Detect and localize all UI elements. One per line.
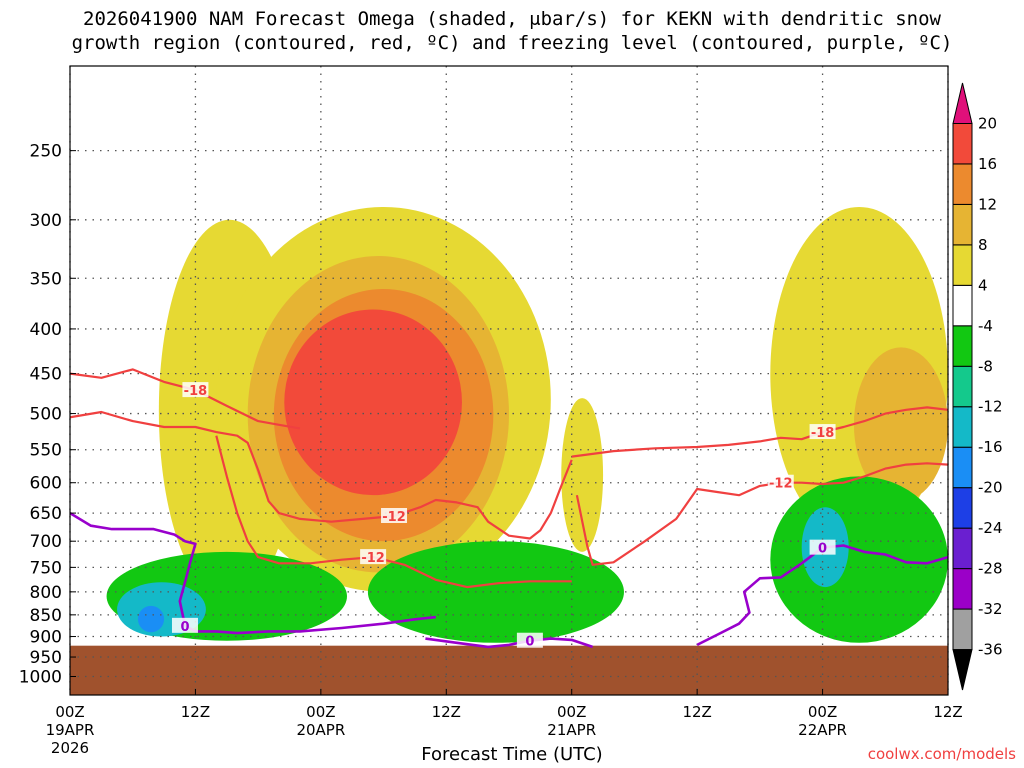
contour-line-4 — [575, 462, 948, 566]
x-tick-label-3: 12Z — [432, 703, 461, 721]
omega-region-5 — [561, 398, 604, 552]
contour-label-7: 0 — [818, 542, 827, 557]
x-tick-label-2: 00Z — [306, 703, 335, 721]
x-tick-label-6: 00Z — [808, 703, 837, 721]
y-tick-label-900: 900 — [30, 628, 62, 648]
colorbar-label--16: -16 — [978, 438, 1003, 456]
contour-label-3: -18 — [811, 426, 835, 441]
colorbar-segment-12 — [952, 163, 973, 205]
x-tick-label-7: 12Z — [933, 703, 962, 721]
omega-region-12 — [770, 476, 948, 643]
contour-line-2 — [215, 435, 572, 589]
contour-label-bg-1 — [381, 507, 408, 523]
x-tick-year-0: 2026 — [51, 739, 89, 757]
x-tick-date-6: 22APR — [798, 721, 847, 739]
x-tick-label-1: 12Z — [181, 703, 210, 721]
contour-label-bg-0 — [182, 382, 209, 398]
contour-label-1: -12 — [382, 510, 406, 525]
contour-label-bg-7 — [809, 539, 836, 555]
colorbar-label--20: -20 — [978, 479, 1003, 497]
colorbar-segment-4 — [952, 487, 973, 529]
colorbar-segment-11 — [952, 203, 973, 246]
x-tick-label-4: 00Z — [557, 703, 586, 721]
x-axis-label: Forecast Time (UTC) — [421, 744, 603, 765]
x-tick-date-4: 21APR — [547, 721, 596, 739]
contour-line-1 — [70, 410, 573, 540]
colorbar-segment-7 — [952, 365, 973, 408]
colorbar-label--32: -32 — [978, 600, 1003, 618]
colorbar-segment-10 — [952, 244, 973, 286]
colorbar-label--12: -12 — [978, 398, 1003, 416]
colorbar-label--28: -28 — [978, 560, 1003, 578]
contour-label-0: -18 — [184, 384, 208, 399]
y-tick-label-350: 350 — [30, 269, 62, 289]
contour-label-bg-6 — [516, 632, 543, 648]
colorbar-label--24: -24 — [978, 519, 1003, 537]
colorbar-label-12: 12 — [978, 195, 997, 213]
contour-label-bg-3 — [809, 424, 836, 440]
y-tick-label-850: 850 — [30, 606, 62, 626]
omega-region-10 — [137, 605, 165, 633]
colorbar-label-16: 16 — [978, 155, 997, 173]
colorbar-segment-3 — [952, 527, 973, 570]
contour-label-bg-5 — [171, 617, 198, 633]
y-tick-label-300: 300 — [30, 211, 62, 231]
credit-link[interactable]: coolwx.com/models — [867, 745, 1016, 763]
contour-label-5: 0 — [180, 620, 189, 635]
contour-label-bg-2 — [360, 549, 387, 565]
y-tick-label-250: 250 — [30, 142, 62, 162]
omega-region-11 — [367, 541, 624, 643]
y-tick-label-600: 600 — [30, 474, 62, 494]
x-tick-date-0: 19APR — [46, 721, 95, 739]
colorbar-label--8: -8 — [978, 357, 993, 375]
omega-region-4 — [284, 309, 462, 496]
y-tick-label-500: 500 — [30, 405, 62, 425]
y-tick-label-450: 450 — [30, 365, 62, 385]
y-tick-label-950: 950 — [30, 648, 62, 668]
contour-label-6: 0 — [525, 635, 534, 650]
y-tick-label-750: 750 — [30, 558, 62, 578]
contour-line-5 — [70, 511, 436, 635]
colorbar-segment-5 — [952, 446, 973, 489]
chart-title-line-2: growth region (contoured, red, ºC) and f… — [71, 32, 953, 54]
y-tick-label-550: 550 — [30, 441, 62, 461]
colorbar-label-20: 20 — [978, 114, 997, 132]
y-tick-label-800: 800 — [30, 583, 62, 603]
colorbar-segment-14 — [952, 82, 973, 124]
contour-label-4: -12 — [769, 477, 793, 492]
colorbar-segment-2 — [952, 568, 973, 610]
chart-title-line-1: 2026041900 NAM Forecast Omega (shaded, μ… — [83, 8, 941, 30]
plot-frame — [69, 65, 949, 696]
x-tick-date-2: 20APR — [296, 721, 345, 739]
colorbar-segment-6 — [952, 406, 973, 448]
colorbar-segment-0 — [952, 649, 973, 691]
colorbar-segment-1 — [952, 608, 973, 651]
colorbar-label--36: -36 — [978, 641, 1003, 659]
y-tick-label-400: 400 — [30, 320, 62, 340]
contour-label-2: -12 — [361, 551, 385, 566]
colorbar-segment-8 — [952, 325, 973, 367]
ground-surface — [70, 645, 948, 695]
contour-line-7 — [696, 544, 948, 647]
x-tick-label-5: 12Z — [682, 703, 711, 721]
colorbar-segment-9 — [952, 284, 973, 327]
y-tick-label-1000: 1000 — [19, 667, 62, 687]
contour-label-bg-4 — [767, 474, 794, 490]
contour-line-3 — [571, 406, 948, 458]
y-tick-label-700: 700 — [30, 532, 62, 552]
colorbar-label-8: 8 — [978, 236, 988, 254]
colorbar-label-4: 4 — [978, 276, 988, 294]
colorbar-segment-13 — [952, 122, 973, 165]
colorbar-label--4: -4 — [978, 317, 993, 335]
y-tick-label-650: 650 — [30, 504, 62, 524]
x-tick-label-0: 00Z — [55, 703, 84, 721]
